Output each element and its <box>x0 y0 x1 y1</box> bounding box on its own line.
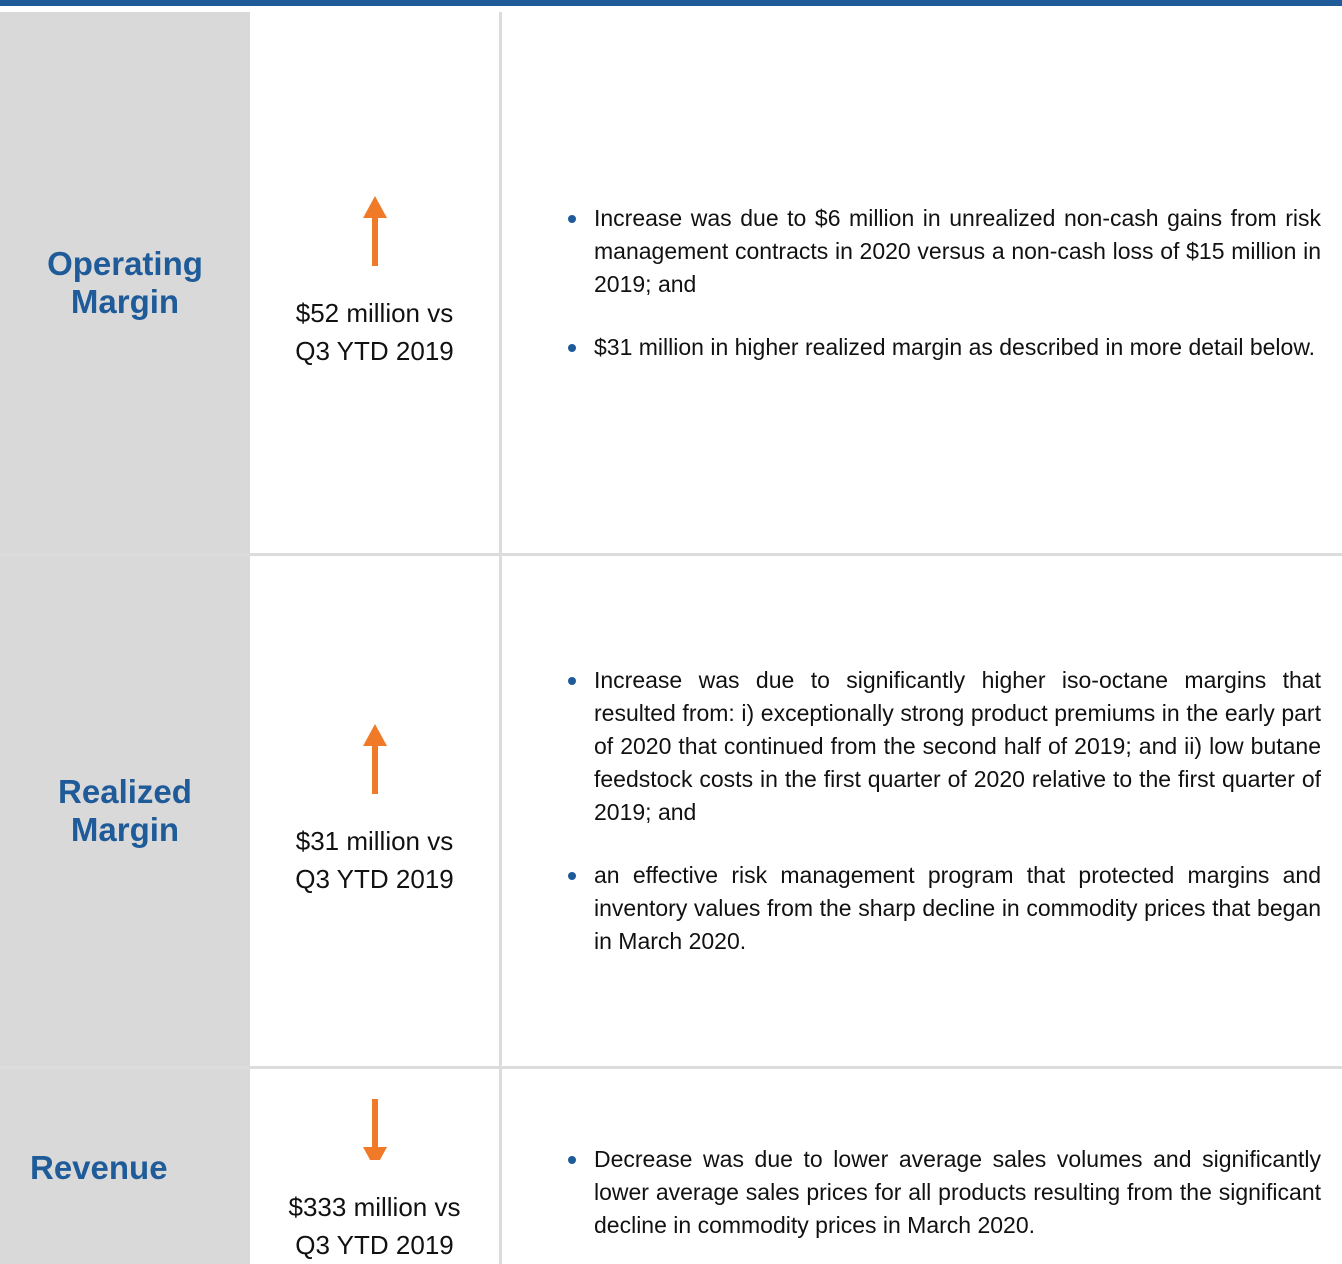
arrow-shape <box>362 195 387 266</box>
explanation-cell: Increase was due to $6 million in unreal… <box>502 12 1342 553</box>
bullet-item: Increase was due to $6 million in unreal… <box>568 202 1321 301</box>
explanation-cell: Decrease was due to lower average sales … <box>502 1069 1342 1264</box>
direction-arrow <box>362 724 387 794</box>
direction-arrow <box>362 195 387 266</box>
bullet-list: Decrease was due to lower average sales … <box>568 1143 1321 1242</box>
bullet-item: Increase was due to significantly higher… <box>568 664 1321 829</box>
table-row: Revenue $333 million vs Q3 YTD 2019 Decreas… <box>0 1069 1342 1264</box>
table-row: Operating Margin $52 million vs Q3 YTD 201… <box>0 12 1342 556</box>
arrow-shape <box>362 1099 387 1160</box>
bullet-item: an effective risk management program tha… <box>568 859 1321 958</box>
change-line: $31 million vs <box>295 826 454 856</box>
top-bar <box>0 0 1342 6</box>
change-cell: $52 million vs Q3 YTD 2019 <box>250 12 502 553</box>
change-line: Q3 YTD 2019 <box>295 864 454 894</box>
change-line: $52 million vs <box>295 297 454 328</box>
explanation-cell: Increase was due to significantly higher… <box>502 556 1342 1066</box>
bullet-item: Decrease was due to lower average sales … <box>568 1143 1321 1242</box>
bullet-list: Increase was due to $6 million in unreal… <box>568 202 1321 364</box>
table-row: Realized Margin $31 million vs Q3 YTD 2019… <box>0 556 1342 1069</box>
arrow-shape <box>362 724 387 794</box>
table: Operating Margin $52 million vs Q3 YTD 201… <box>0 12 1342 1264</box>
change-line: Q3 YTD 2019 <box>295 335 454 366</box>
change-line: Q3 YTD 2019 <box>295 1230 454 1260</box>
row-label: Operating Margin <box>0 12 250 553</box>
change-line: $333 million vs <box>288 1192 461 1222</box>
change-cell: $31 million vs Q3 YTD 2019 <box>250 556 502 1066</box>
direction-arrow <box>362 1099 387 1160</box>
bullet-list: Increase was due to significantly higher… <box>568 664 1321 958</box>
row-label: Revenue <box>0 1069 250 1264</box>
bullet-item: $31 million in higher realized margin as… <box>568 331 1321 364</box>
change-cell: $333 million vs Q3 YTD 2019 <box>250 1069 502 1264</box>
row-label: Realized Margin <box>0 556 250 1066</box>
